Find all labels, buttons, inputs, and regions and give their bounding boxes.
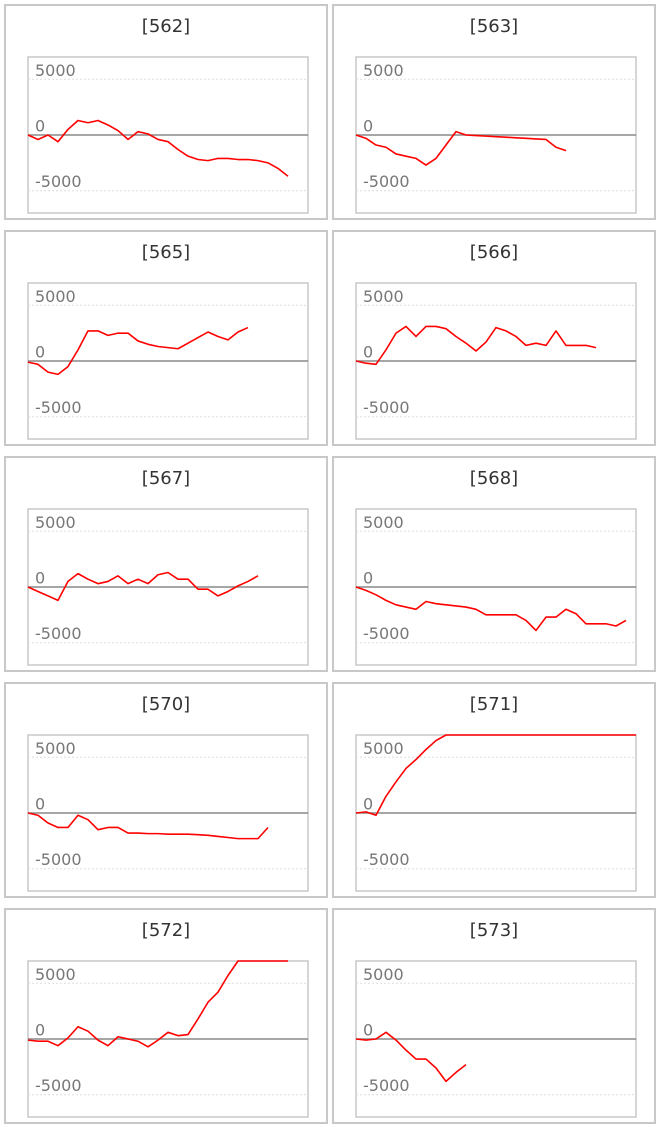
chart: [573] -5000 0 5000 — [355, 920, 637, 1118]
chart-panel: [570] -5000 0 5000 — [4, 682, 328, 898]
chart: [566] -5000 0 5000 — [355, 242, 637, 440]
chart: [567] -5000 0 5000 — [27, 468, 309, 666]
chart-panel: [566] -5000 0 5000 — [332, 230, 656, 446]
y-tick-label: 5000 — [35, 61, 76, 80]
y-tick-label: -5000 — [363, 172, 410, 191]
chart-title: [563] — [470, 16, 518, 37]
data-line — [355, 325, 597, 366]
y-tick-label: 0 — [363, 795, 373, 814]
y-tick-label: 5000 — [35, 739, 76, 758]
y-tick-label: 0 — [35, 1021, 45, 1040]
y-tick-label: -5000 — [363, 624, 410, 643]
y-tick-label: -5000 — [35, 172, 82, 191]
chart-title: [565] — [142, 242, 190, 263]
chart-panel: [567] -5000 0 5000 — [4, 456, 328, 672]
y-tick-label: -5000 — [363, 1076, 410, 1095]
chart-title: [570] — [142, 694, 190, 715]
y-tick-label: -5000 — [35, 624, 82, 643]
chart-title: [573] — [470, 920, 518, 941]
data-line — [355, 1031, 467, 1083]
data-line — [27, 960, 288, 1048]
y-tick-label: 0 — [35, 795, 45, 814]
chart: [568] -5000 0 5000 — [355, 468, 637, 666]
chart-title: [568] — [470, 468, 518, 489]
chart-panel: [571] -5000 0 5000 — [332, 682, 656, 898]
data-line — [355, 734, 636, 817]
chart-panel: [572] -5000 0 5000 — [4, 908, 328, 1124]
chart: [562] -5000 0 5000 — [27, 16, 309, 214]
y-tick-label: 0 — [363, 569, 373, 588]
chart-panel: [565] -5000 0 5000 — [4, 230, 328, 446]
y-tick-label: 5000 — [35, 287, 76, 306]
chart: [570] -5000 0 5000 — [27, 694, 309, 892]
y-tick-label: 5000 — [363, 513, 404, 532]
y-tick-label: -5000 — [35, 398, 82, 417]
chart-panel: [562] -5000 0 5000 — [4, 4, 328, 220]
chart-title: [571] — [470, 694, 518, 715]
chart: [563] -5000 0 5000 — [355, 16, 637, 214]
data-line — [355, 586, 627, 632]
y-tick-label: 5000 — [363, 287, 404, 306]
chart-title: [566] — [470, 242, 518, 263]
data-line — [27, 571, 259, 602]
data-line — [27, 326, 249, 376]
chart-title: [572] — [142, 920, 190, 941]
data-line — [27, 119, 289, 177]
y-tick-label: -5000 — [363, 850, 410, 869]
y-tick-label: -5000 — [35, 850, 82, 869]
y-tick-label: 0 — [35, 343, 45, 362]
chart: [572] -5000 0 5000 — [27, 920, 309, 1118]
y-tick-label: 0 — [35, 117, 45, 136]
chart: [571] -5000 0 5000 — [355, 694, 637, 892]
chart: [565] -5000 0 5000 — [27, 242, 309, 440]
y-tick-label: 0 — [363, 1021, 373, 1040]
y-tick-label: 0 — [35, 569, 45, 588]
y-tick-label: 5000 — [35, 513, 76, 532]
y-tick-label: 5000 — [363, 61, 404, 80]
chart-title: [567] — [142, 468, 190, 489]
y-tick-label: 0 — [363, 117, 373, 136]
y-tick-label: -5000 — [35, 1076, 82, 1095]
chart-panel: [568] -5000 0 5000 — [332, 456, 656, 672]
chart-panel: [573] -5000 0 5000 — [332, 908, 656, 1124]
y-tick-label: 5000 — [363, 965, 404, 984]
y-tick-label: 0 — [363, 343, 373, 362]
y-tick-label: 5000 — [363, 739, 404, 758]
chart-title: [562] — [142, 16, 190, 37]
data-line — [355, 130, 567, 166]
y-tick-label: -5000 — [363, 398, 410, 417]
chart-panel: [563] -5000 0 5000 — [332, 4, 656, 220]
y-tick-label: 5000 — [35, 965, 76, 984]
data-line — [27, 812, 269, 840]
